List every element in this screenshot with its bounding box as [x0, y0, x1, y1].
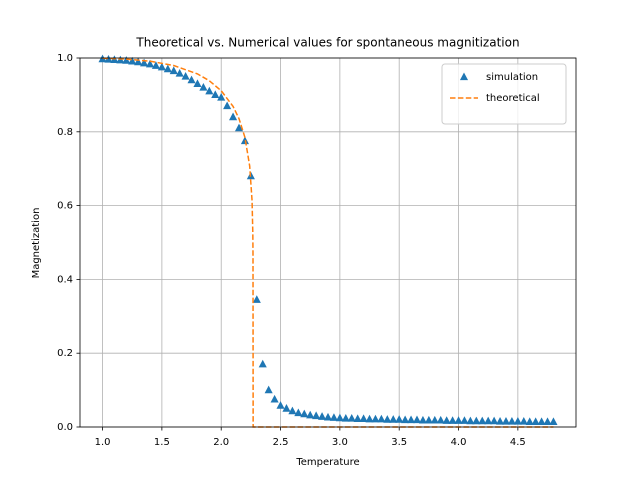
- marker: [418, 415, 427, 424]
- marker: [181, 71, 190, 80]
- legend-label: simulation: [486, 72, 538, 83]
- marker: [335, 413, 344, 422]
- marker: [163, 64, 172, 73]
- marker: [359, 414, 368, 423]
- marker: [211, 90, 220, 99]
- marker: [312, 411, 321, 420]
- y-tick-label: 0.2: [57, 348, 73, 359]
- y-tick-label: 0.6: [57, 201, 73, 212]
- marker: [229, 112, 238, 121]
- marker: [430, 415, 439, 424]
- marker: [145, 59, 155, 68]
- marker: [341, 414, 350, 422]
- marker: [543, 417, 552, 425]
- marker: [365, 414, 374, 423]
- marker: [234, 123, 244, 132]
- marker: [175, 68, 184, 77]
- marker: [442, 416, 451, 424]
- marker: [371, 414, 380, 423]
- marker: [294, 408, 303, 417]
- marker: [353, 414, 362, 423]
- marker: [151, 61, 160, 69]
- marker: [347, 414, 356, 422]
- marker: [537, 417, 546, 425]
- x-tick-label: 3.5: [391, 437, 407, 448]
- marker: [531, 417, 540, 425]
- x-tick-label: 4.0: [451, 437, 467, 448]
- marker: [300, 409, 309, 418]
- x-tick-label: 1.0: [95, 437, 111, 448]
- marker: [460, 416, 469, 424]
- legend-label: theoretical: [486, 93, 540, 104]
- x-tick-label: 3.0: [332, 437, 348, 448]
- marker: [407, 415, 416, 424]
- marker: [306, 410, 315, 419]
- y-axis-label: Magnetization: [31, 208, 42, 279]
- marker: [264, 385, 273, 394]
- x-tick-label: 1.5: [154, 437, 170, 448]
- marker: [395, 415, 404, 423]
- marker: [122, 56, 131, 64]
- line: [102, 57, 554, 428]
- marker: [258, 359, 267, 368]
- marker: [389, 415, 398, 423]
- marker: [223, 101, 232, 110]
- marker: [490, 416, 499, 425]
- legend-box: [441, 63, 567, 125]
- marker: [128, 56, 137, 65]
- marker: [513, 416, 522, 425]
- marker: [466, 416, 475, 425]
- marker: [187, 75, 196, 84]
- y-tick-label: 1.0: [57, 53, 73, 64]
- y-tick-label: 0.0: [57, 422, 73, 433]
- marker: [169, 66, 178, 75]
- marker: [205, 86, 214, 95]
- marker: [276, 401, 285, 409]
- marker: [484, 416, 493, 425]
- y-tick-label: 0.4: [57, 274, 73, 285]
- marker: [377, 414, 386, 423]
- x-tick-label: 2.5: [273, 437, 289, 448]
- marker: [199, 83, 208, 91]
- marker: [454, 416, 463, 424]
- marker: [496, 416, 505, 425]
- marker: [401, 415, 410, 424]
- marker: [252, 295, 261, 303]
- marker: [448, 416, 457, 424]
- marker: [217, 92, 226, 101]
- marker: [193, 79, 202, 87]
- marker: [288, 406, 297, 415]
- plot-frame: [79, 57, 577, 428]
- marker: [549, 417, 558, 425]
- marker: [478, 416, 487, 425]
- marker: [140, 58, 149, 67]
- marker: [270, 394, 279, 403]
- x-tick-label: 4.5: [510, 437, 526, 448]
- marker: [507, 416, 516, 425]
- marker: [329, 413, 338, 421]
- marker: [157, 62, 166, 71]
- marker: [525, 417, 534, 425]
- marker: [383, 415, 392, 423]
- marker: [436, 415, 445, 424]
- marker: [104, 54, 113, 63]
- y-tick-label: 0.8: [57, 127, 73, 138]
- chart-title: Theoretical vs. Numerical values for spo…: [135, 36, 519, 50]
- x-tick-label: 2.0: [213, 437, 229, 448]
- marker: [424, 415, 433, 424]
- marker: [519, 416, 528, 425]
- marker: [412, 415, 422, 424]
- x-axis-label: Temperature: [295, 457, 359, 468]
- marker: [282, 404, 291, 412]
- legend-marker: [459, 72, 469, 81]
- marker: [501, 416, 511, 425]
- marker: [472, 416, 481, 425]
- marker: [318, 412, 327, 420]
- marker: [134, 57, 143, 66]
- marker: [323, 412, 333, 421]
